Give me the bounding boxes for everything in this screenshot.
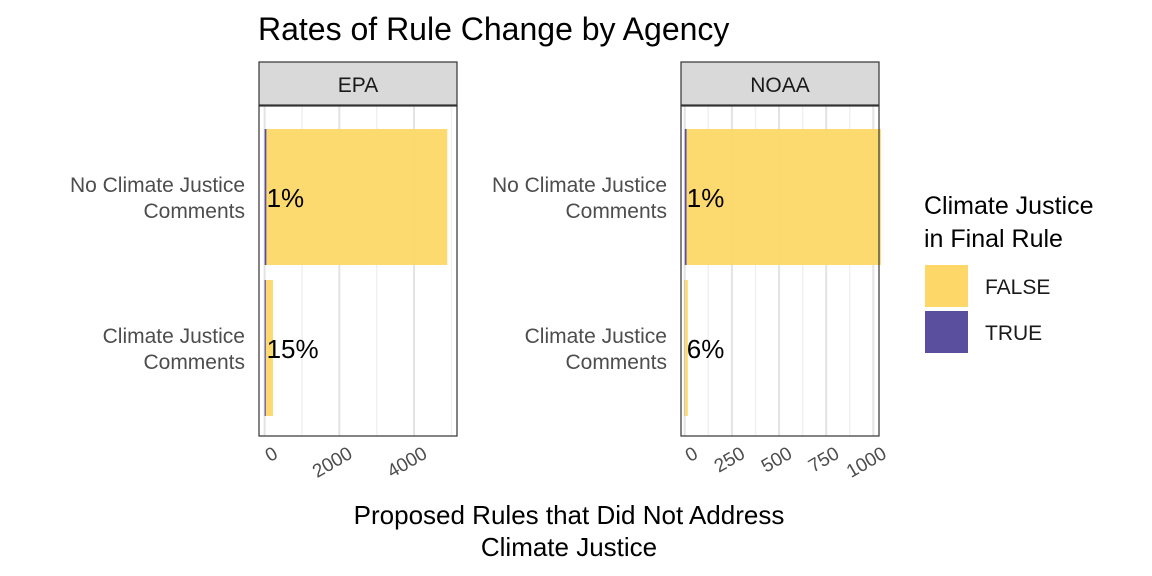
bar-label: 6%	[687, 334, 725, 364]
category-label-line: Climate Justice	[103, 325, 245, 348]
x-axis-title-line: Climate Justice	[481, 532, 657, 562]
category-label-line: Comments	[565, 351, 667, 374]
panel-noaa: NOAA 1% 6% 0 250 500 750 1000	[681, 62, 890, 483]
panel-epa: EPA 1% 15% 0 2000 4000	[259, 62, 457, 483]
x-tick-label: 2000	[309, 443, 356, 482]
category-label-line: No Climate Justice	[70, 174, 245, 197]
legend: Climate Justice in Final Rule FALSE TRUE	[924, 192, 1094, 353]
category-label: Climate Justice Comments	[525, 325, 667, 374]
category-label-line: Comments	[143, 200, 245, 223]
category-label: No Climate Justice Comments	[70, 174, 245, 223]
legend-label: TRUE	[985, 322, 1042, 345]
x-tick-label: 0	[262, 443, 282, 466]
panels: EPA 1% 15% 0 2000 4000 NOAA 1% 6% 0 250 500 750 1000	[259, 62, 890, 483]
chart-title: Rates of Rule Change by Agency	[258, 11, 729, 47]
category-label-line: Comments	[565, 200, 667, 223]
x-tick-label: 500	[758, 443, 796, 477]
x-tick-label: 250	[711, 443, 749, 477]
legend-title-line: Climate Justice	[924, 192, 1094, 220]
legend-label: FALSE	[985, 276, 1050, 299]
x-axis-title-text: Proposed Rules that Did Not Address Clima…	[354, 500, 785, 562]
x-tick-label: 4000	[384, 443, 431, 482]
bar-label: 15%	[267, 334, 319, 364]
facet-strip-label: EPA	[338, 74, 378, 97]
x-axis-title-line: Proposed Rules that Did Not Address	[354, 500, 785, 530]
legend-swatch-false	[925, 265, 968, 307]
facet-strip-label: NOAA	[750, 74, 810, 97]
legend-swatch-true	[925, 311, 968, 353]
category-label: Climate Justice Comments	[103, 325, 245, 374]
legend-title-line: in Final Rule	[924, 225, 1063, 253]
category-label-line: Comments	[143, 351, 245, 374]
category-label-line: Climate Justice	[525, 325, 667, 348]
x-tick-label: 1000	[843, 443, 890, 482]
bar-label: 1%	[687, 183, 725, 213]
bar-label: 1%	[267, 183, 305, 213]
x-axis-title: Proposed Rules that Did Not Address Clima…	[354, 500, 785, 562]
x-tick-label: 750	[805, 443, 843, 477]
legend-title: Climate Justice in Final Rule	[924, 192, 1094, 253]
category-label-line: No Climate Justice	[492, 174, 667, 197]
x-tick-label: 0	[682, 443, 702, 466]
category-label: No Climate Justice Comments	[492, 174, 667, 223]
